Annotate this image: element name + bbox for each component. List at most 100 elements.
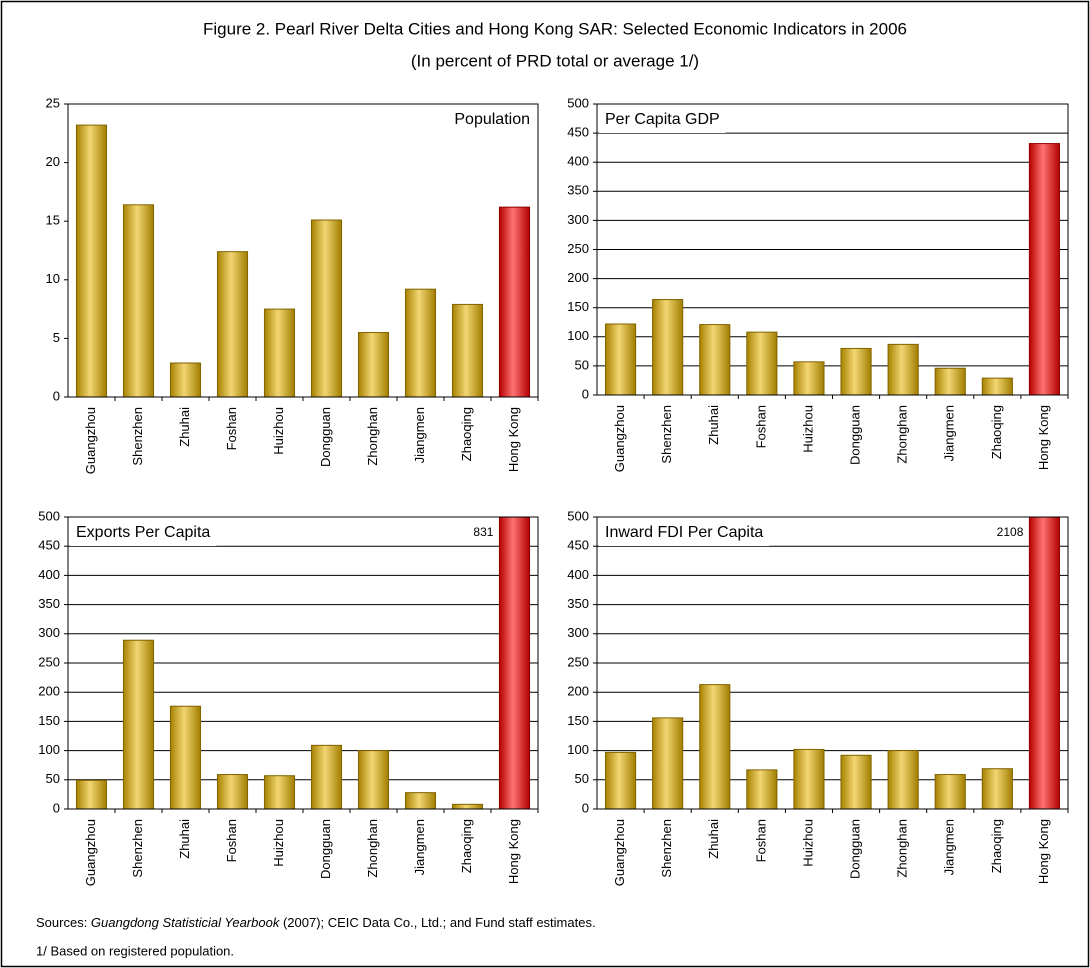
source-text: (2007); CEIC Data Co., Ltd.; and Fund st…	[279, 915, 595, 930]
x-tick-label: Zhonghan	[365, 407, 380, 466]
bar	[887, 343, 919, 395]
x-tick-label: Shenzhen	[659, 405, 674, 464]
x-tick-label: Huizhou	[800, 405, 815, 453]
y-tick-label: 200	[567, 270, 589, 285]
panel-title-bg	[70, 518, 217, 546]
y-tick-label: 400	[567, 154, 589, 169]
x-tick-label: Huizhou	[271, 819, 286, 867]
y-tick-label: 150	[567, 299, 589, 314]
x-tick-label: Huizhou	[271, 407, 286, 455]
bar	[451, 803, 484, 809]
panel-title: Population	[454, 111, 530, 128]
bar	[310, 219, 343, 397]
x-tick-label: Zhonghan	[895, 819, 910, 878]
panel-title-bg	[599, 518, 770, 546]
bar	[699, 324, 731, 395]
value-label: 831	[473, 525, 493, 539]
bar	[604, 751, 637, 809]
y-tick-label: 5	[53, 330, 60, 345]
x-tick-label: Zhaoqing	[989, 819, 1004, 873]
bar	[793, 748, 825, 809]
bar	[357, 750, 390, 809]
x-tick-label: Guangzhou	[612, 405, 627, 472]
x-tick-label: Zhuhai	[177, 407, 192, 447]
x-tick-label: Zhonghan	[895, 405, 910, 464]
x-tick-label: Guangzhou	[83, 819, 98, 886]
x-tick-label: Foshan	[224, 819, 239, 862]
bar	[263, 775, 296, 809]
x-tick-label: Hong Kong	[506, 819, 521, 884]
x-tick-label: Guangzhou	[83, 407, 98, 474]
y-tick-label: 50	[575, 771, 589, 786]
y-tick-label: 0	[582, 386, 589, 401]
source-title: Guangdong Statisticial Yearbook	[91, 915, 281, 930]
bar	[981, 768, 1013, 809]
y-tick-label: 100	[567, 742, 589, 757]
x-tick-label: Hong Kong	[1036, 405, 1051, 470]
y-tick-label: 200	[567, 684, 589, 699]
x-tick-label: Zhaoqing	[459, 819, 474, 873]
source-text: Sources:	[36, 915, 91, 930]
y-tick-label: 200	[38, 684, 60, 699]
bars	[75, 517, 531, 809]
bar	[404, 792, 437, 809]
y-tick-label: 300	[38, 625, 60, 640]
bar	[310, 744, 343, 809]
panel-title: Per Capita GDP	[605, 111, 720, 128]
y-tick-label: 400	[567, 567, 589, 582]
bar	[357, 332, 390, 397]
bar	[840, 754, 872, 809]
plot-border	[67, 516, 539, 810]
note: 1/ Based on registered population.	[36, 943, 234, 958]
bar	[169, 705, 202, 809]
y-tick-label: 100	[567, 328, 589, 343]
y-tick-label: 400	[38, 567, 60, 582]
y-tick-label: 350	[567, 183, 589, 198]
y-tick-label: 15	[46, 213, 60, 228]
y-tick-label: 450	[567, 538, 589, 553]
bar	[75, 779, 108, 809]
bar	[840, 347, 872, 395]
plot-border	[596, 516, 1069, 810]
x-tick-label: Guangzhou	[612, 819, 627, 886]
x-tick-label: Foshan	[753, 819, 768, 862]
y-tick-label: 0	[582, 800, 589, 815]
figure-title: Figure 2. Pearl River Delta Cities and H…	[203, 19, 907, 38]
bar	[404, 288, 437, 397]
bar	[1028, 517, 1061, 809]
x-tick-label: Zhuhai	[706, 819, 721, 859]
panel-title-bg	[448, 105, 536, 133]
x-tick-label: Dongguan	[847, 405, 862, 465]
y-tick-label: 350	[38, 596, 60, 611]
bar	[75, 124, 108, 397]
x-tick-label: Zhuhai	[177, 819, 192, 859]
bar	[746, 331, 778, 395]
y-tick-label: 50	[46, 771, 60, 786]
y-tick-label: 150	[38, 713, 60, 728]
bar	[451, 303, 484, 397]
x-tick-label: Foshan	[753, 405, 768, 448]
bar	[1028, 143, 1061, 395]
x-tick-label: Hong Kong	[1036, 819, 1051, 884]
x-tick-label: Jiangmen	[942, 819, 957, 875]
bar	[934, 774, 966, 809]
y-tick-label: 0	[53, 388, 60, 403]
bar	[169, 362, 202, 397]
x-tick-label: Jiangmen	[412, 819, 427, 875]
bar	[122, 639, 155, 809]
panel-title: Exports Per Capita	[76, 524, 210, 541]
x-tick-label: Hong Kong	[506, 407, 521, 472]
y-tick-label: 500	[38, 508, 60, 523]
source: Sources: Guangdong Statisticial Yearbook…	[36, 915, 596, 930]
bar	[263, 308, 296, 397]
y-tick-label: 150	[567, 713, 589, 728]
x-tick-label: Shenzhen	[130, 819, 145, 878]
bar	[746, 769, 778, 809]
y-tick-label: 350	[567, 596, 589, 611]
y-tick-label: 300	[567, 625, 589, 640]
x-tick-label: Dongguan	[318, 407, 333, 467]
y-tick-label: 100	[38, 742, 60, 757]
bar	[981, 377, 1013, 395]
plot-border	[596, 103, 1069, 396]
bars	[604, 143, 1061, 395]
